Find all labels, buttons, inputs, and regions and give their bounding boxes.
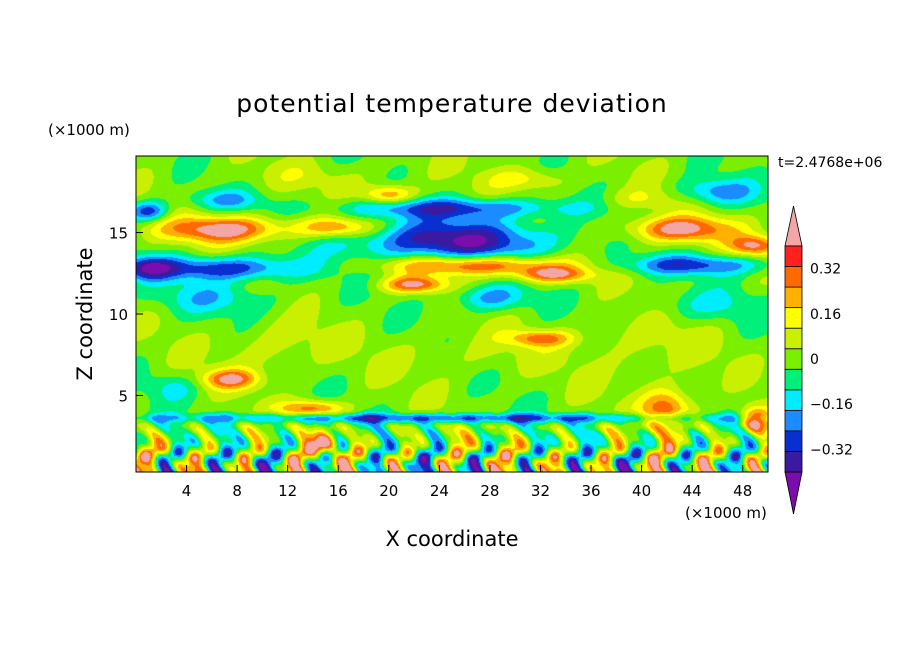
x-tick-label: 40	[632, 482, 651, 500]
heatmap-field	[136, 156, 768, 472]
y-tick-label: 5	[118, 387, 128, 405]
colorbar: 0.32 0.16 0 −0.16 −0.32	[784, 205, 853, 515]
colorbar-box	[784, 430, 803, 452]
x-axis: 4 8 12 16 20 24 28 32 36 40 44 48	[182, 465, 752, 500]
x-tick-label: 20	[379, 482, 398, 500]
y-axis-label: Z coordinate	[73, 247, 97, 380]
y-axis: 5 10 15	[109, 225, 143, 405]
x-tick-label: 24	[430, 482, 449, 500]
colorbar-box	[784, 409, 803, 432]
x-tick-label: 12	[278, 482, 297, 500]
x-tick-label: 36	[581, 482, 600, 500]
colorbar-label: −0.32	[810, 442, 853, 458]
colorbar-label: 0	[810, 352, 819, 368]
x-tick-label: 4	[182, 482, 192, 500]
colorbar-box	[784, 348, 803, 370]
colorbar-max-triangle	[784, 205, 803, 247]
x-tick-label: 28	[480, 482, 499, 500]
colorbar-box	[784, 245, 803, 267]
colorbar-box	[784, 307, 803, 329]
colorbar-box	[784, 286, 803, 309]
x-tick-label: 8	[232, 482, 242, 500]
x-axis-label: X coordinate	[385, 527, 518, 551]
y-tick-label: 15	[109, 225, 128, 243]
x-tick-label: 32	[531, 482, 550, 500]
heatmap-field-wrapper	[136, 156, 768, 472]
colorbar-label: −0.16	[810, 397, 853, 413]
x-tick-label: 16	[329, 482, 348, 500]
colorbar-box	[784, 266, 803, 288]
colorbar-box	[784, 451, 803, 473]
time-label: t=2.4768e+06	[778, 155, 882, 171]
colorbar-box	[784, 327, 803, 350]
x-units-label: (×1000 m)	[685, 504, 767, 522]
chart-title: potential temperature deviation	[236, 89, 667, 118]
x-tick-label: 44	[683, 482, 702, 500]
y-tick-label: 10	[109, 306, 128, 324]
colorbar-min-triangle	[784, 471, 803, 515]
colorbar-box	[784, 368, 803, 391]
colorbar-box	[784, 389, 803, 411]
colorbar-label: 0.16	[810, 307, 841, 323]
x-tick-label: 48	[733, 482, 752, 500]
y-units-label: (×1000 m)	[48, 121, 130, 139]
colorbar-label: 0.32	[810, 262, 841, 278]
